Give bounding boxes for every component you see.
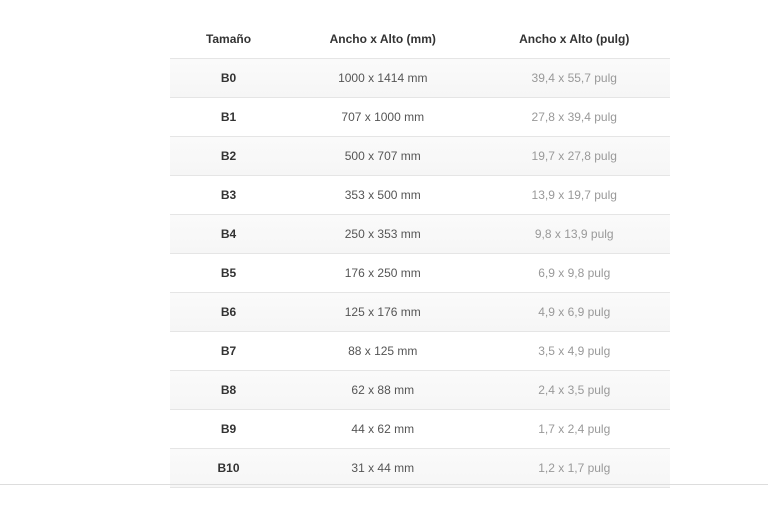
- cell-mm: 62 x 88 mm: [287, 371, 478, 410]
- table-row: B5 176 x 250 mm 6,9 x 9,8 pulg: [170, 254, 670, 293]
- page-divider: [0, 484, 768, 485]
- cell-pulg: 1,2 x 1,7 pulg: [479, 449, 671, 488]
- table-row: B0 1000 x 1414 mm 39,4 x 55,7 pulg: [170, 59, 670, 98]
- cell-mm: 31 x 44 mm: [287, 449, 478, 488]
- cell-pulg: 3,5 x 4,9 pulg: [479, 332, 671, 371]
- cell-size: B6: [170, 293, 287, 332]
- cell-mm: 125 x 176 mm: [287, 293, 478, 332]
- cell-size: B3: [170, 176, 287, 215]
- table-row: B2 500 x 707 mm 19,7 x 27,8 pulg: [170, 137, 670, 176]
- cell-mm: 500 x 707 mm: [287, 137, 478, 176]
- table-row: B1 707 x 1000 mm 27,8 x 39,4 pulg: [170, 98, 670, 137]
- cell-pulg: 9,8 x 13,9 pulg: [479, 215, 671, 254]
- cell-pulg: 4,9 x 6,9 pulg: [479, 293, 671, 332]
- cell-pulg: 19,7 x 27,8 pulg: [479, 137, 671, 176]
- cell-size: B2: [170, 137, 287, 176]
- cell-mm: 176 x 250 mm: [287, 254, 478, 293]
- paper-sizes-table: Tamaño Ancho x Alto (mm) Ancho x Alto (p…: [170, 20, 670, 488]
- paper-sizes-table-container: Tamaño Ancho x Alto (mm) Ancho x Alto (p…: [170, 20, 670, 488]
- cell-pulg: 13,9 x 19,7 pulg: [479, 176, 671, 215]
- col-header-size: Tamaño: [170, 20, 287, 59]
- cell-size: B4: [170, 215, 287, 254]
- table-row: B7 88 x 125 mm 3,5 x 4,9 pulg: [170, 332, 670, 371]
- cell-size: B1: [170, 98, 287, 137]
- cell-mm: 353 x 500 mm: [287, 176, 478, 215]
- cell-mm: 1000 x 1414 mm: [287, 59, 478, 98]
- cell-pulg: 1,7 x 2,4 pulg: [479, 410, 671, 449]
- cell-mm: 707 x 1000 mm: [287, 98, 478, 137]
- cell-size: B9: [170, 410, 287, 449]
- table-row: B10 31 x 44 mm 1,2 x 1,7 pulg: [170, 449, 670, 488]
- cell-size: B10: [170, 449, 287, 488]
- table-row: B4 250 x 353 mm 9,8 x 13,9 pulg: [170, 215, 670, 254]
- table-row: B6 125 x 176 mm 4,9 x 6,9 pulg: [170, 293, 670, 332]
- cell-pulg: 2,4 x 3,5 pulg: [479, 371, 671, 410]
- cell-mm: 250 x 353 mm: [287, 215, 478, 254]
- cell-mm: 88 x 125 mm: [287, 332, 478, 371]
- cell-pulg: 6,9 x 9,8 pulg: [479, 254, 671, 293]
- table-header-row: Tamaño Ancho x Alto (mm) Ancho x Alto (p…: [170, 20, 670, 59]
- cell-size: B7: [170, 332, 287, 371]
- cell-mm: 44 x 62 mm: [287, 410, 478, 449]
- table-row: B3 353 x 500 mm 13,9 x 19,7 pulg: [170, 176, 670, 215]
- table-body: B0 1000 x 1414 mm 39,4 x 55,7 pulg B1 70…: [170, 59, 670, 488]
- cell-size: B8: [170, 371, 287, 410]
- col-header-pulg: Ancho x Alto (pulg): [479, 20, 671, 59]
- cell-size: B0: [170, 59, 287, 98]
- table-row: B8 62 x 88 mm 2,4 x 3,5 pulg: [170, 371, 670, 410]
- col-header-mm: Ancho x Alto (mm): [287, 20, 478, 59]
- table-row: B9 44 x 62 mm 1,7 x 2,4 pulg: [170, 410, 670, 449]
- cell-pulg: 27,8 x 39,4 pulg: [479, 98, 671, 137]
- cell-size: B5: [170, 254, 287, 293]
- cell-pulg: 39,4 x 55,7 pulg: [479, 59, 671, 98]
